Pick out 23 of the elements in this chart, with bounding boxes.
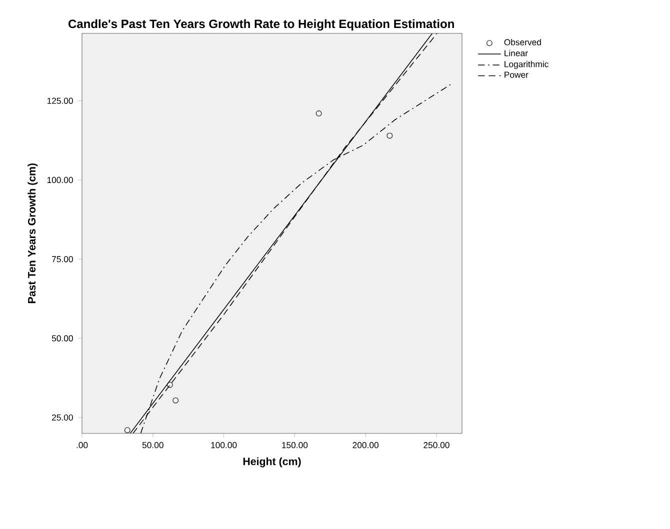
- x-tick-label: 100.00: [211, 442, 237, 448]
- legend-label: Logarithmic: [504, 60, 548, 69]
- point: [172, 397, 179, 404]
- y-axis-title: Past Ten Years Growth (cm): [28, 163, 38, 304]
- y-tick-label: 50.00: [52, 335, 73, 342]
- legend-label: Linear: [504, 50, 528, 56]
- x-axis-title: Height (cm): [243, 457, 301, 468]
- chart-title: Candle's Past Ten Years Growth Rate to Height Equation Estimation: [68, 19, 454, 31]
- y-tick-label: 75.00: [52, 256, 73, 262]
- legend-label: Observed: [504, 38, 541, 46]
- x-tick-label: 150.00: [282, 442, 308, 448]
- x-tick-label: .00: [76, 442, 88, 448]
- x-tick-label: 250.00: [424, 442, 450, 448]
- y-tick-label: 25.00: [52, 414, 73, 421]
- point: [386, 132, 393, 139]
- point: [166, 382, 173, 388]
- y-tick-label: 100.00: [47, 176, 73, 184]
- y-tick-label: 125.00: [47, 98, 73, 104]
- point: [316, 110, 322, 116]
- point: [124, 427, 130, 434]
- x-tick-label: 200.00: [352, 442, 378, 448]
- x-tick-label: 50.00: [142, 442, 164, 448]
- legend-label: Power: [504, 72, 528, 78]
